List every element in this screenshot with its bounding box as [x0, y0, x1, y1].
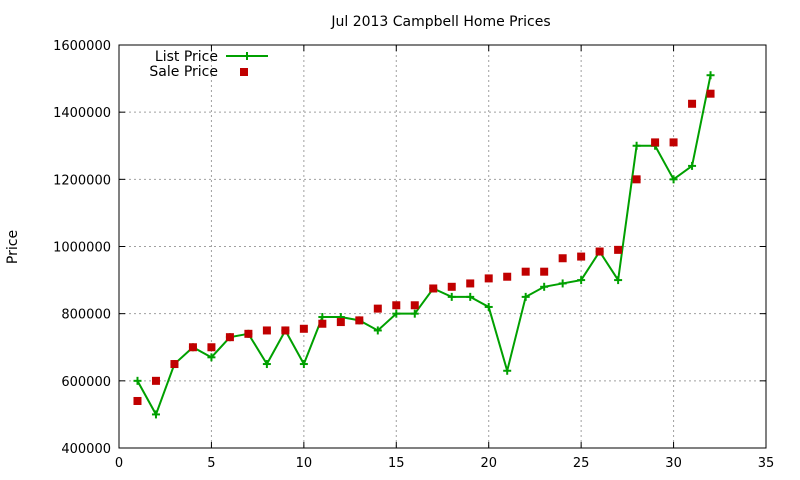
sale-price-point [281, 326, 290, 335]
list-price-point [521, 292, 530, 301]
x-tick-label: 20 [480, 456, 497, 471]
x-tick-label: 35 [758, 456, 775, 471]
sale-price-point [299, 324, 308, 333]
sale-price-point [577, 252, 586, 261]
sale-price-point [225, 333, 234, 342]
list-price-point [503, 366, 512, 375]
x-tick-label: 10 [296, 456, 313, 471]
sale-price-point [318, 319, 327, 328]
list-price-point [632, 141, 641, 150]
sale-price-point [503, 272, 512, 281]
sale-price-point [447, 282, 456, 291]
sale-price-point [392, 301, 401, 310]
sale-price-point [355, 316, 364, 325]
sale-price-point [632, 175, 641, 184]
list-price-point [318, 313, 327, 322]
sale-price-point [595, 247, 604, 256]
list-price-point [373, 326, 382, 335]
sale-price-point [558, 254, 567, 263]
list-price-point [614, 276, 623, 285]
x-tick-label: 5 [207, 456, 215, 471]
list-price-point [558, 279, 567, 288]
sale-price-point [651, 138, 660, 147]
list-price-point [133, 376, 142, 385]
sale-price-point [207, 343, 216, 352]
y-tick-label: 400000 [61, 442, 111, 457]
sale-price-point [429, 284, 438, 293]
chart-title: Jul 2013 Campbell Home Prices [330, 14, 550, 30]
list-price-line [136, 75, 712, 417]
list-price-point [669, 175, 678, 184]
sale-price-point [614, 245, 623, 254]
list-price-point [540, 282, 549, 291]
x-tick-label: 30 [665, 456, 682, 471]
list-price-point [207, 353, 216, 362]
sale-price-point [484, 274, 493, 283]
legend-label-sale-price: Sale Price [149, 64, 218, 80]
list-price-point [262, 360, 271, 369]
y-tick-label: 1400000 [53, 106, 111, 121]
sale-price-point [669, 138, 678, 147]
plot-frame [118, 44, 767, 449]
sale-price-point [262, 326, 271, 335]
list-price-point [151, 410, 160, 419]
list-price-point [392, 309, 401, 318]
sale-price-point [151, 376, 160, 385]
series [133, 71, 715, 419]
y-axis-label: Price [5, 230, 21, 264]
sale-price-point [466, 279, 475, 288]
sale-price-point [373, 304, 382, 313]
y-tick-label: 1600000 [53, 39, 111, 54]
sale-price-point [706, 89, 715, 98]
legend-swatch-square [240, 68, 248, 76]
sale-price-point [244, 329, 253, 338]
y-tick-label: 600000 [61, 375, 111, 390]
sale-price-point [133, 396, 142, 405]
sale-price-point [336, 318, 345, 327]
grid [119, 45, 766, 448]
sale-price-point [521, 267, 530, 276]
sale-price-point [170, 360, 179, 369]
list-price-point [466, 292, 475, 301]
y-tick-label: 800000 [61, 308, 111, 323]
sale-price-point [688, 99, 697, 108]
sale-price-point [540, 267, 549, 276]
list-price-point [706, 71, 715, 80]
list-price-point [447, 292, 456, 301]
list-price-point [577, 276, 586, 285]
list-price-point [484, 302, 493, 311]
list-price-point [299, 360, 308, 369]
list-price-point [410, 309, 419, 318]
axis-ticks: 0 5 10 15 20 25 30 35 400000 600000 800000 1000000 1… [53, 39, 774, 471]
legend-label-list-price: List Price [155, 49, 218, 65]
x-tick-label: 25 [573, 456, 590, 471]
x-tick-label: 0 [115, 456, 123, 471]
sale-price-point [410, 301, 419, 310]
y-tick-label: 1000000 [53, 241, 111, 256]
x-tick-label: 15 [388, 456, 405, 471]
sale-price-point [188, 343, 197, 352]
list-price-point [688, 161, 697, 170]
y-tick-label: 1200000 [53, 173, 111, 188]
